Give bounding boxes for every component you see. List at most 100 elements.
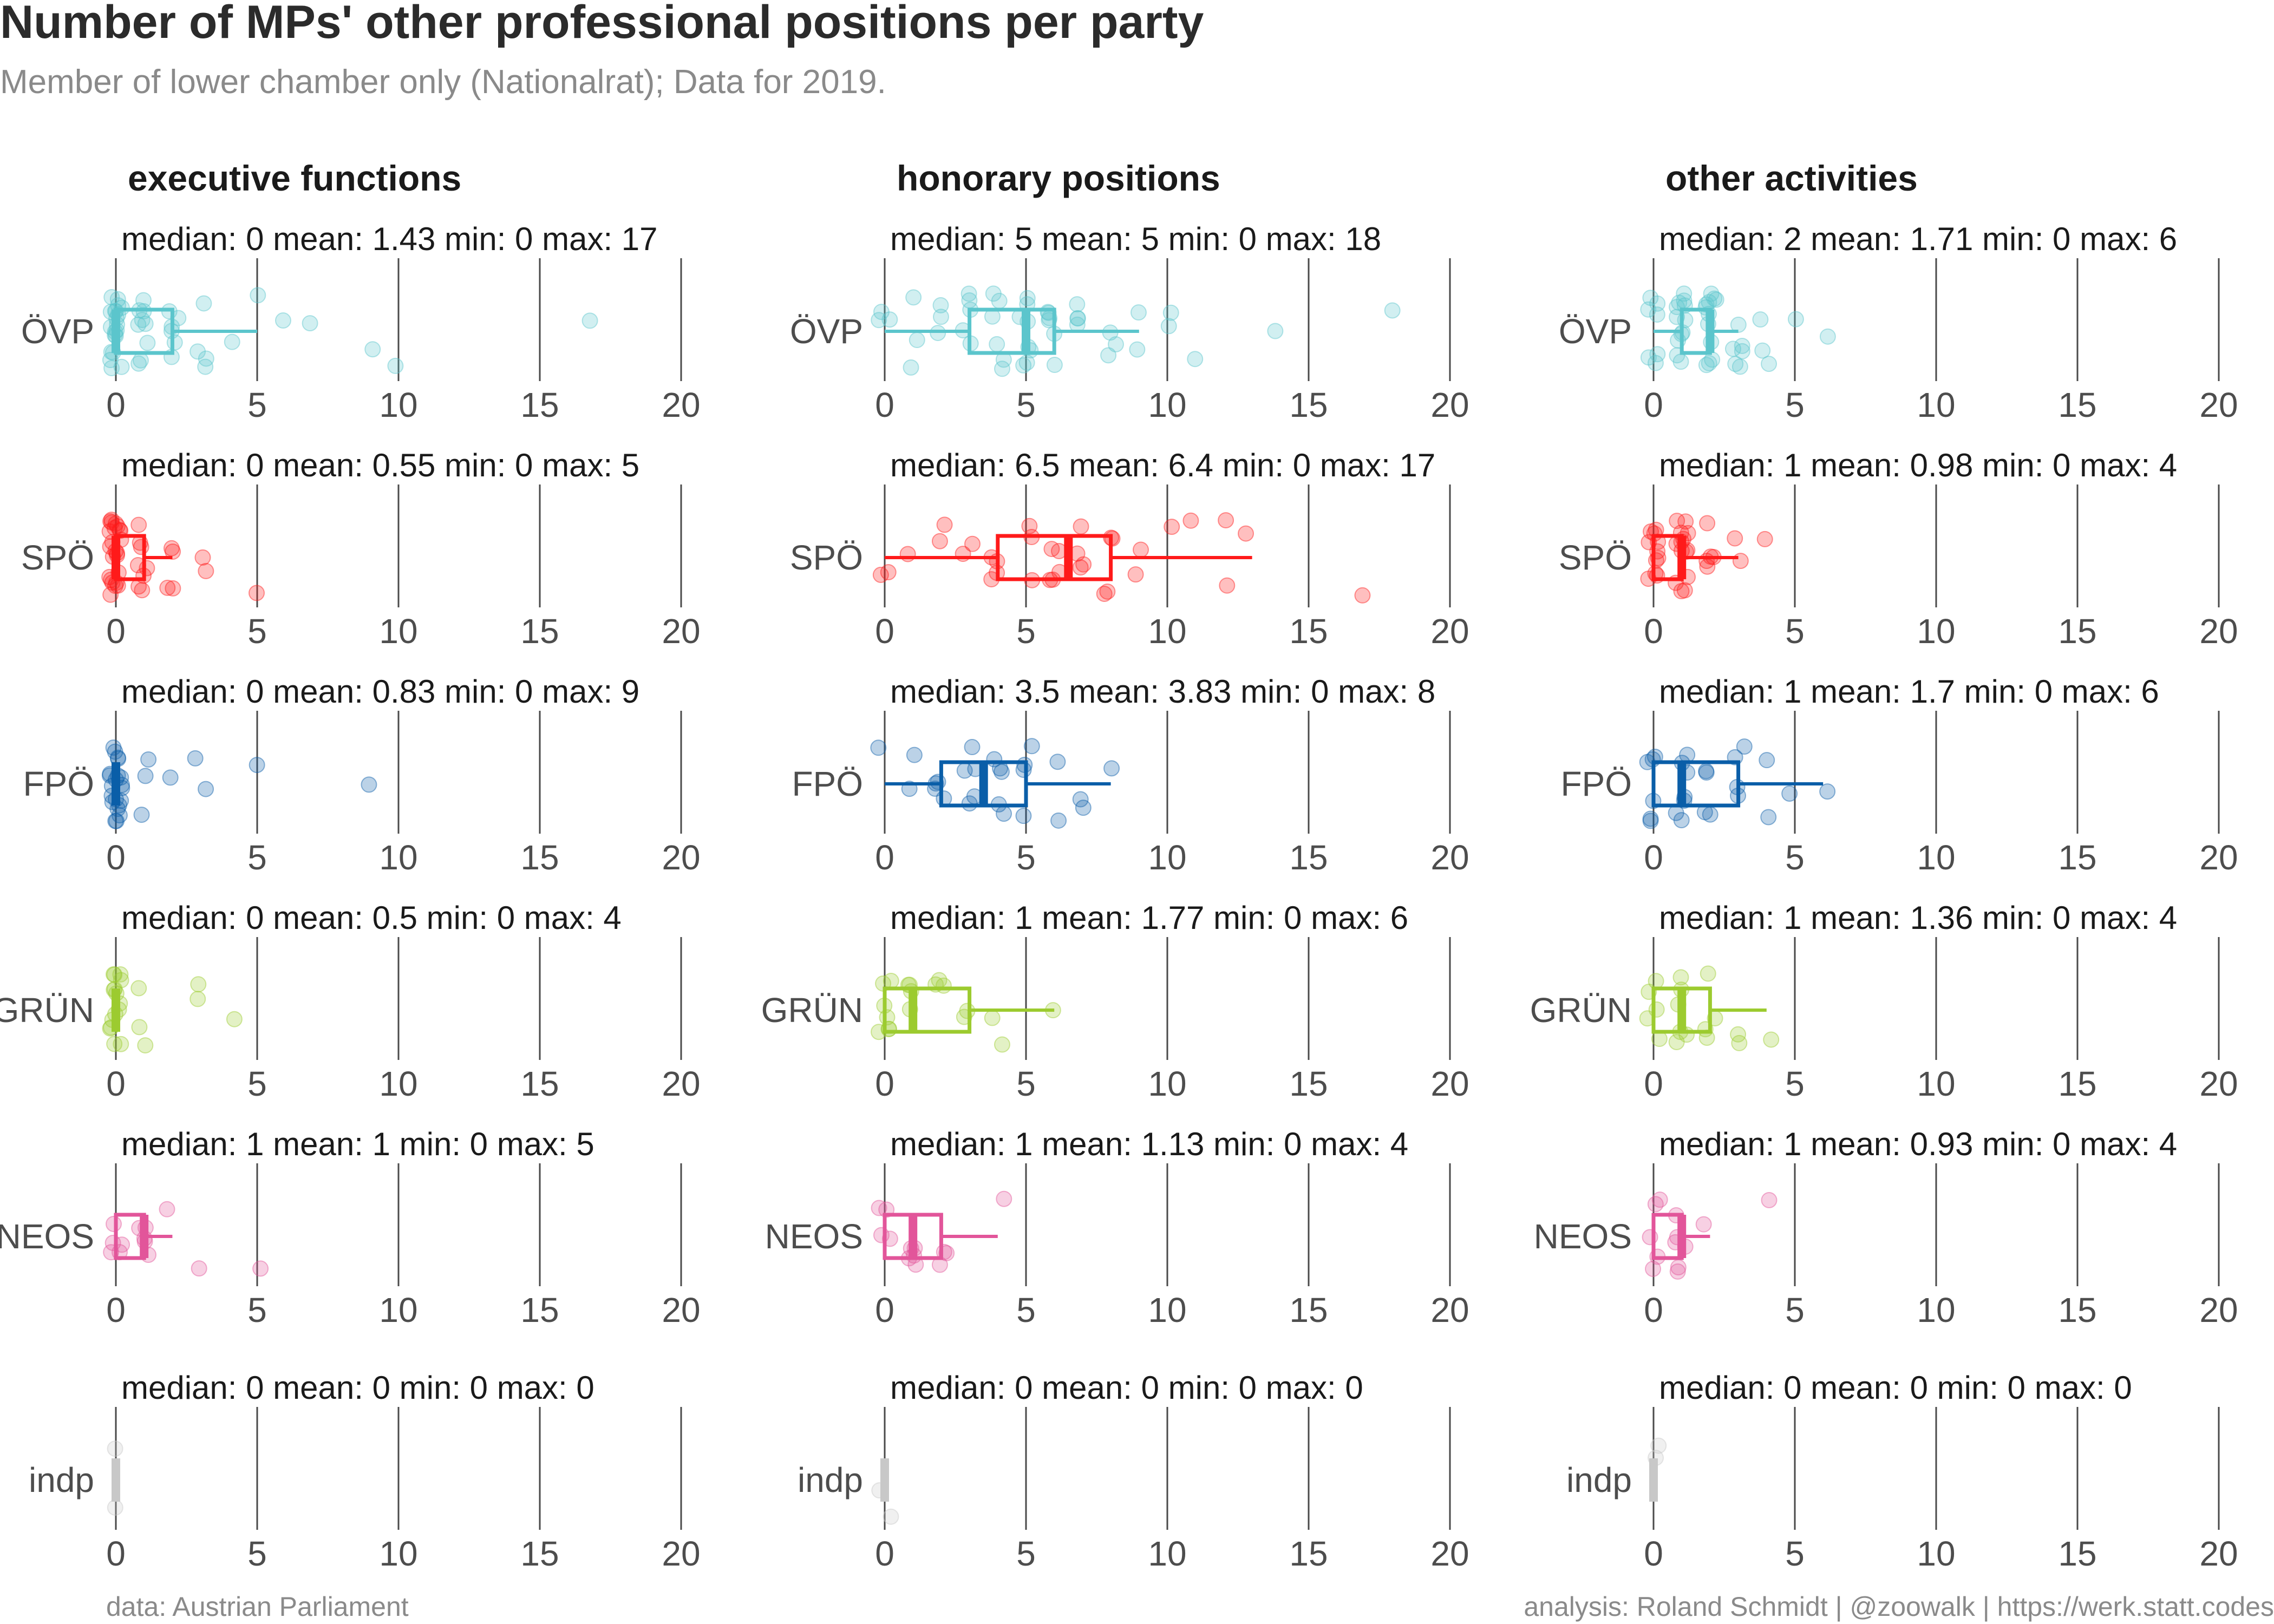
data-point xyxy=(226,1011,243,1027)
data-point xyxy=(106,966,123,983)
facet-title: executive functions xyxy=(128,158,461,198)
tick-label: 20 xyxy=(662,612,700,651)
data-point xyxy=(224,333,240,350)
tick-label: 5 xyxy=(1785,385,1805,424)
data-point xyxy=(130,355,147,372)
data-point xyxy=(361,776,377,793)
data-point xyxy=(1640,349,1657,366)
data-point xyxy=(1752,311,1769,328)
tick-label: 20 xyxy=(2199,1291,2238,1330)
data-point xyxy=(1731,1034,1748,1051)
data-point xyxy=(1651,1191,1668,1208)
tick-label: 5 xyxy=(1016,1534,1036,1573)
data-point xyxy=(1669,1263,1686,1280)
data-point xyxy=(1763,1031,1780,1048)
tick-label: 10 xyxy=(1148,385,1186,424)
data-point xyxy=(140,751,157,768)
data-point xyxy=(1647,1196,1664,1213)
data-point xyxy=(996,1190,1012,1207)
stat-label: median: 5 mean: 5 min: 0 max: 18 xyxy=(890,221,1381,257)
data-point xyxy=(113,1036,129,1052)
data-point xyxy=(1672,969,1689,986)
data-point xyxy=(1133,541,1149,558)
data-point xyxy=(107,1499,123,1516)
data-point xyxy=(1732,553,1749,569)
party-label: SPÖ xyxy=(1559,538,1632,577)
data-point xyxy=(132,352,149,369)
data-point xyxy=(163,540,180,556)
tick-label: 0 xyxy=(1644,1534,1663,1573)
data-point xyxy=(936,516,953,533)
data-point xyxy=(105,739,122,756)
data-point xyxy=(1708,291,1724,308)
data-point xyxy=(1761,356,1778,372)
data-point xyxy=(1724,340,1741,357)
data-point xyxy=(1642,290,1659,306)
tick-label: 0 xyxy=(106,612,126,651)
tick-label: 10 xyxy=(379,838,417,877)
data-point xyxy=(1673,583,1690,600)
data-point xyxy=(1703,285,1720,302)
tick-label: 0 xyxy=(875,1064,894,1103)
facet-row: median: 0 mean: 0.5 min: 0 max: 4 GRÜN 0 5 1… xyxy=(0,900,701,1103)
tick-label: 20 xyxy=(2199,385,2238,424)
facet-row: median: 6.5 mean: 6.4 min: 0 max: 17 SPÖ 0… xyxy=(790,447,1469,651)
tick-label: 0 xyxy=(106,1291,126,1330)
tick-label: 20 xyxy=(1430,1534,1469,1573)
data-point xyxy=(1819,328,1836,345)
data-point xyxy=(1695,1216,1712,1233)
tick-label: 5 xyxy=(247,612,267,651)
tick-label: 5 xyxy=(1016,838,1036,877)
tick-label: 20 xyxy=(2199,612,2238,651)
data-point xyxy=(1218,512,1234,529)
data-point xyxy=(931,533,948,549)
data-point xyxy=(873,1227,890,1243)
tick-label: 5 xyxy=(1785,1534,1805,1573)
tick-label: 0 xyxy=(875,838,894,877)
data-point xyxy=(130,578,147,595)
stat-label: median: 1 mean: 0.93 min: 0 max: 4 xyxy=(1659,1126,2177,1162)
data-point xyxy=(1043,541,1060,558)
tick-label: 5 xyxy=(1785,838,1805,877)
party-label: FPÖ xyxy=(1560,764,1632,803)
data-point xyxy=(1129,341,1146,358)
data-point xyxy=(1647,355,1664,371)
data-point xyxy=(1649,346,1666,363)
data-point xyxy=(1642,810,1659,827)
data-point xyxy=(130,316,147,333)
data-point xyxy=(1019,290,1036,306)
data-point xyxy=(190,343,206,360)
data-point xyxy=(101,523,118,540)
party-label: FPÖ xyxy=(792,764,863,803)
data-point xyxy=(1182,512,1199,529)
tick-label: 15 xyxy=(2058,838,2096,877)
data-point xyxy=(1700,965,1716,982)
data-point xyxy=(130,980,147,997)
data-point xyxy=(113,972,129,988)
panels: executive functions median: 0 mean: 1.43 … xyxy=(0,158,2238,1573)
tick-label: 0 xyxy=(106,1064,126,1103)
data-point xyxy=(960,285,977,302)
tick-label: 15 xyxy=(2058,385,2096,424)
tick-label: 5 xyxy=(247,1291,267,1330)
facet-row: median: 0 mean: 1.43 min: 0 max: 17 ÖVP 0 5… xyxy=(21,221,701,424)
stat-label: median: 2 mean: 1.71 min: 0 max: 6 xyxy=(1659,221,2177,257)
data-point xyxy=(249,757,265,774)
data-point xyxy=(1069,310,1086,326)
tick-label: 10 xyxy=(1917,1064,1955,1103)
data-point xyxy=(1100,347,1117,364)
party-label: GRÜN xyxy=(761,991,863,1030)
party-label: indp xyxy=(29,1461,94,1499)
data-point xyxy=(130,516,147,533)
data-point xyxy=(191,1260,207,1277)
tick-label: 15 xyxy=(520,1534,559,1573)
tick-label: 0 xyxy=(1644,1291,1663,1330)
tick-label: 10 xyxy=(1917,1534,1955,1573)
party-label: ÖVP xyxy=(21,312,94,351)
data-point xyxy=(1671,294,1688,311)
tick-label: 20 xyxy=(1430,1291,1469,1330)
data-point xyxy=(870,739,887,756)
data-point xyxy=(190,976,207,993)
data-point xyxy=(1023,738,1040,755)
stat-label: median: 0 mean: 0 min: 0 max: 0 xyxy=(890,1370,1363,1406)
